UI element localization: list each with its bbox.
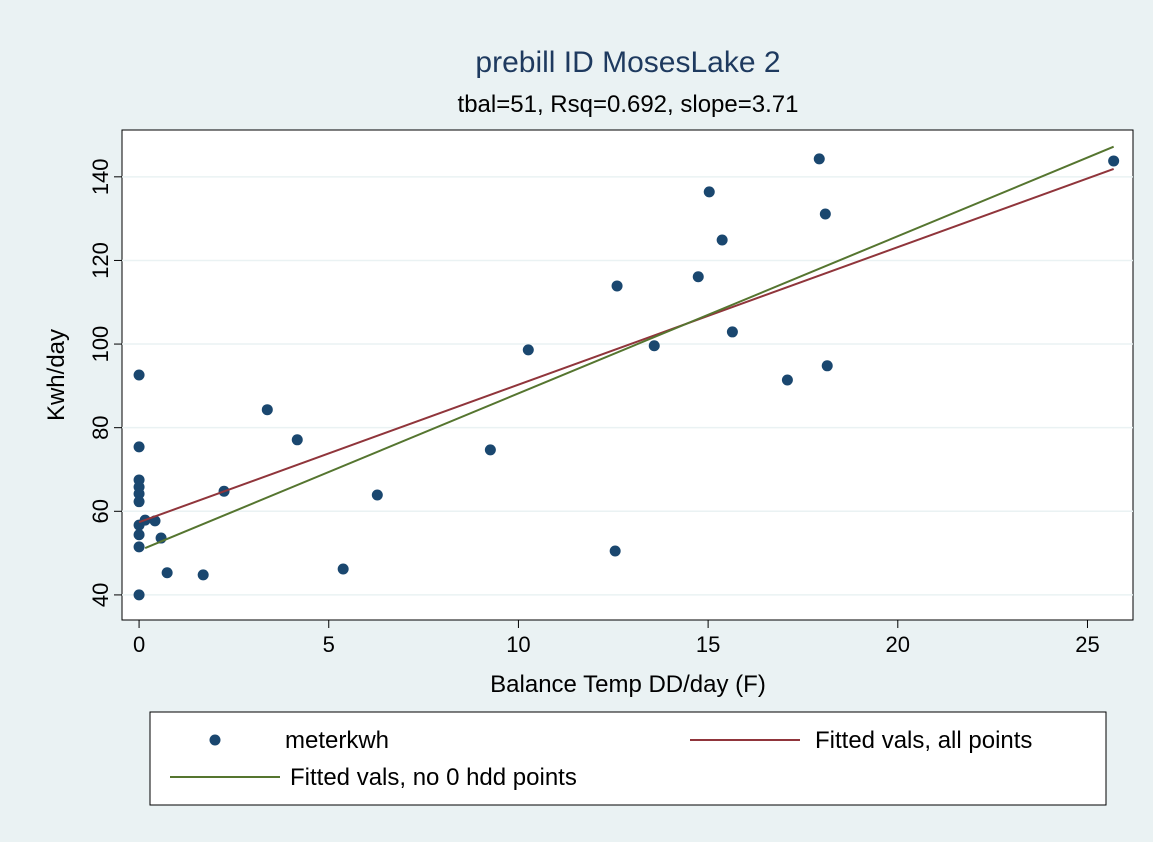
data-point	[261, 404, 273, 416]
data-point	[813, 153, 825, 165]
data-point	[133, 441, 145, 453]
chart-subtitle: tbal=51, Rsq=0.692, slope=3.71	[458, 91, 799, 118]
legend-marker	[209, 734, 221, 746]
data-point	[133, 488, 145, 500]
legend-label: Fitted vals, no 0 hdd points	[290, 764, 577, 791]
x-axis-label: Balance Temp DD/day (F)	[490, 671, 766, 698]
x-tick-label: 20	[886, 632, 910, 657]
data-point	[611, 280, 623, 292]
x-tick-label: 0	[133, 632, 145, 657]
data-point	[133, 369, 145, 381]
data-point	[197, 569, 209, 581]
y-tick-label: 140	[88, 158, 113, 195]
data-point	[781, 374, 793, 386]
y-tick-label: 40	[88, 583, 113, 607]
data-point	[648, 340, 660, 352]
data-point	[337, 563, 349, 575]
chart-title: prebill ID MosesLake 2	[475, 46, 780, 79]
y-tick-label: 120	[88, 242, 113, 279]
plot-area	[121, 129, 1134, 621]
data-point	[1108, 155, 1120, 167]
data-point	[726, 326, 738, 338]
legend	[149, 711, 1107, 806]
data-point	[821, 360, 833, 372]
data-point	[716, 234, 728, 246]
data-point	[703, 186, 715, 198]
y-axis-label: Kwh/day	[43, 329, 70, 421]
x-tick-label: 25	[1075, 632, 1099, 657]
x-tick-label: 5	[323, 632, 335, 657]
legend-label: Fitted vals, all points	[815, 727, 1032, 754]
y-tick-label: 100	[88, 326, 113, 363]
data-point	[133, 529, 145, 541]
fit-line	[144, 145, 1115, 550]
data-point	[692, 271, 704, 283]
data-point	[522, 344, 534, 356]
x-tick-label: 15	[696, 632, 720, 657]
x-tick-label: 10	[506, 632, 530, 657]
data-point	[161, 567, 173, 579]
data-point	[133, 589, 145, 601]
data-point	[371, 489, 383, 501]
y-tick-label: 60	[88, 499, 113, 523]
y-tick-label: 80	[88, 415, 113, 439]
data-point	[609, 545, 621, 557]
fit-line	[138, 167, 1114, 524]
data-point	[291, 434, 303, 446]
data-point	[819, 208, 831, 220]
data-point	[133, 541, 145, 553]
data-point	[484, 444, 496, 456]
data-point	[133, 496, 145, 508]
legend-label: meterkwh	[285, 727, 389, 754]
